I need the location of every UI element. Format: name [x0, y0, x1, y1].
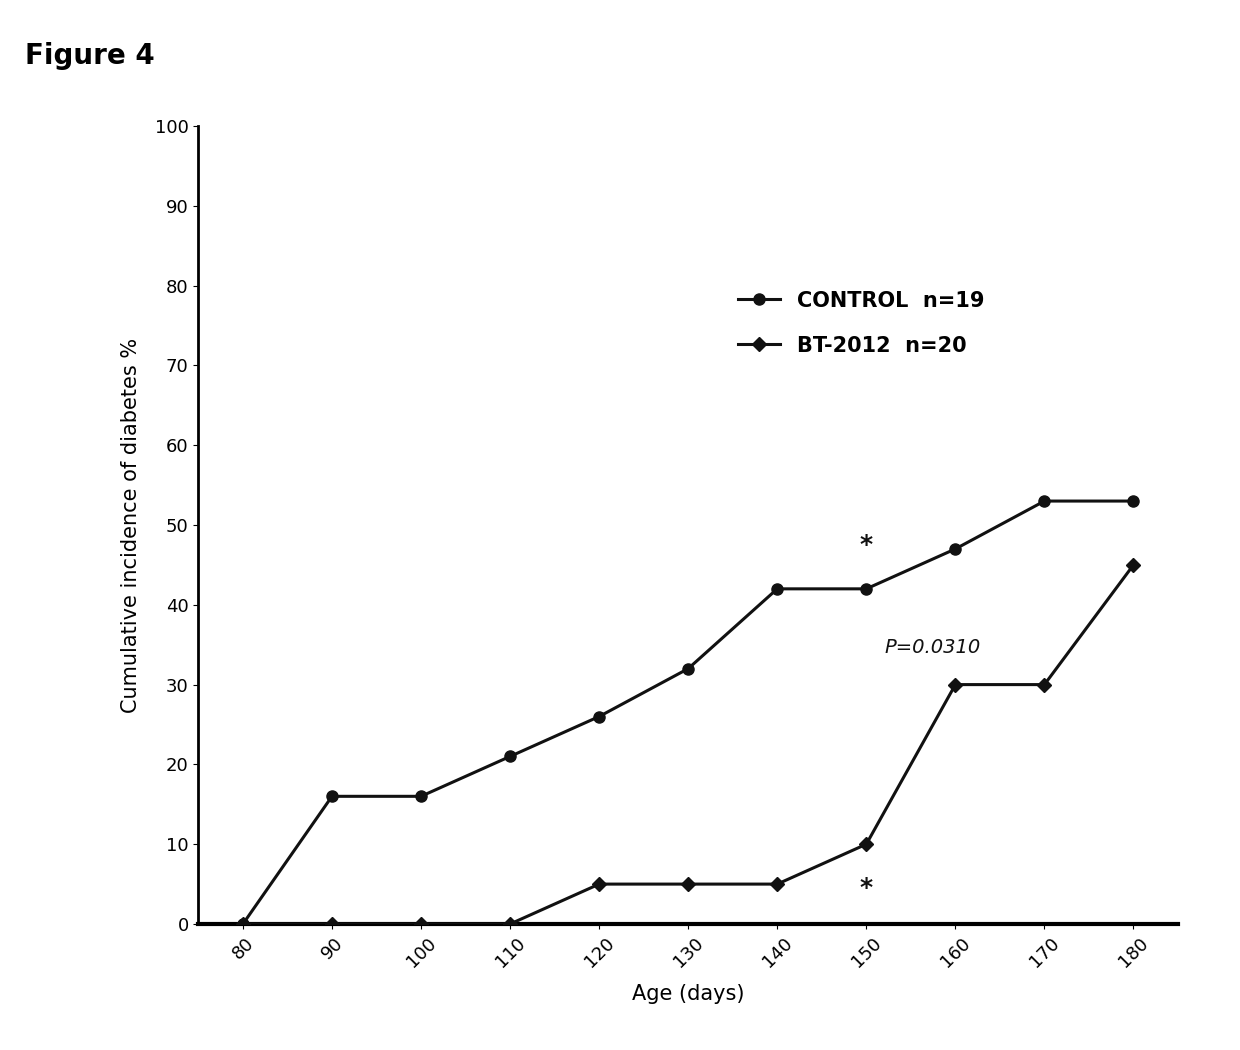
CONTROL  n=19	[591, 710, 606, 722]
BT-2012  n=20	[770, 878, 785, 890]
BT-2012  n=20	[325, 918, 340, 930]
Y-axis label: Cumulative incidence of diabetes %: Cumulative incidence of diabetes %	[122, 337, 141, 713]
BT-2012  n=20	[1126, 559, 1141, 571]
CONTROL  n=19	[502, 750, 517, 762]
BT-2012  n=20	[591, 878, 606, 890]
CONTROL  n=19	[414, 790, 429, 802]
Text: P=0.0310: P=0.0310	[884, 637, 981, 656]
BT-2012  n=20	[1037, 678, 1052, 691]
Text: *: *	[859, 876, 873, 900]
Text: *: *	[859, 533, 873, 556]
Text: Figure 4: Figure 4	[25, 42, 155, 70]
BT-2012  n=20	[502, 918, 517, 930]
CONTROL  n=19	[859, 583, 874, 595]
BT-2012  n=20	[236, 918, 250, 930]
BT-2012  n=20	[681, 878, 696, 890]
CONTROL  n=19	[325, 790, 340, 802]
Line: CONTROL  n=19: CONTROL n=19	[237, 496, 1140, 929]
BT-2012  n=20	[859, 838, 874, 851]
CONTROL  n=19	[1126, 495, 1141, 507]
BT-2012  n=20	[947, 678, 962, 691]
CONTROL  n=19	[770, 583, 785, 595]
CONTROL  n=19	[681, 663, 696, 675]
CONTROL  n=19	[947, 543, 962, 555]
Legend: CONTROL  n=19, BT-2012  n=20: CONTROL n=19, BT-2012 n=20	[728, 280, 994, 366]
Line: BT-2012  n=20: BT-2012 n=20	[238, 560, 1138, 929]
BT-2012  n=20	[414, 918, 429, 930]
CONTROL  n=19	[1037, 495, 1052, 507]
X-axis label: Age (days): Age (days)	[632, 985, 744, 1005]
CONTROL  n=19	[236, 918, 250, 930]
